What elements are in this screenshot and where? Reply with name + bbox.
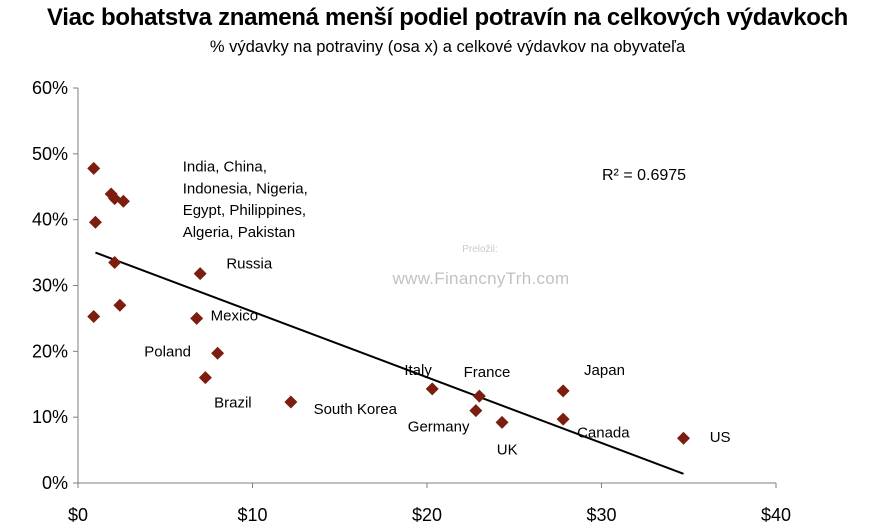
chart-axes: 0% 10% 20% 30% 40% 50% 60% $0 $10 $20 $30 $40	[32, 78, 791, 525]
point-label: UK	[497, 442, 518, 459]
point-label: India, China,	[183, 159, 267, 176]
data-point	[87, 161, 101, 175]
trendline	[95, 251, 684, 475]
data-point	[113, 298, 127, 312]
data-point	[116, 194, 130, 208]
x-tick-label: $40	[761, 505, 791, 525]
y-tick-label: 40%	[32, 210, 68, 230]
r-squared-label: R² = 0.6975	[602, 167, 686, 184]
data-point	[87, 309, 101, 323]
point-label: South Korea	[314, 401, 398, 418]
point-label: Canada	[577, 425, 630, 442]
watermark-line1: Preložil:	[462, 244, 498, 255]
data-points	[87, 161, 691, 445]
point-label: Egypt, Philippines,	[183, 202, 306, 219]
data-point	[108, 255, 122, 269]
point-label: Brazil	[214, 394, 252, 411]
data-point	[472, 389, 486, 403]
watermark: Preložil: www.FinancnyTrh.com	[391, 244, 569, 288]
data-point	[284, 395, 298, 409]
y-tick-label: 20%	[32, 341, 68, 361]
point-label: Germany	[408, 419, 470, 436]
point-label: US	[710, 429, 731, 446]
point-label: Italy	[404, 362, 432, 379]
data-point	[556, 384, 570, 398]
data-point	[556, 412, 570, 426]
point-label: Japan	[584, 362, 625, 379]
y-tick-label: 50%	[32, 144, 68, 164]
point-label: France	[464, 364, 511, 381]
x-tick-label: $20	[412, 505, 442, 525]
chart-title: Viac bohatstva znamená menší podiel potr…	[46, 4, 849, 31]
data-point	[425, 382, 439, 396]
point-labels: India, China, Indonesia, Nigeria, Egypt, P…	[144, 159, 730, 459]
chart-subtitle: % výdavky na potraviny (osa x) a celkové…	[209, 38, 686, 56]
data-point	[88, 215, 102, 229]
data-point	[495, 415, 509, 429]
data-point	[469, 404, 483, 418]
data-point	[677, 431, 691, 445]
data-point	[198, 371, 212, 385]
trendline-group	[95, 251, 684, 475]
y-tick-label: 10%	[32, 407, 68, 427]
data-point	[211, 346, 225, 360]
x-tick-label: $30	[586, 505, 616, 525]
y-tick-label: 60%	[32, 78, 68, 98]
x-tick-label: $0	[68, 505, 88, 525]
point-label: Russia	[226, 255, 273, 272]
watermark-line2: www.FinancnyTrh.com	[391, 269, 569, 288]
y-tick-label: 0%	[42, 473, 68, 493]
point-label: Indonesia, Nigeria,	[183, 180, 308, 197]
point-label: Mexico	[211, 307, 259, 324]
point-label: Algeria, Pakistan	[183, 224, 296, 241]
point-label: Poland	[144, 344, 191, 361]
data-point	[193, 267, 207, 281]
x-tick-label: $10	[237, 505, 267, 525]
y-tick-label: 30%	[32, 276, 68, 296]
data-point	[190, 311, 204, 325]
